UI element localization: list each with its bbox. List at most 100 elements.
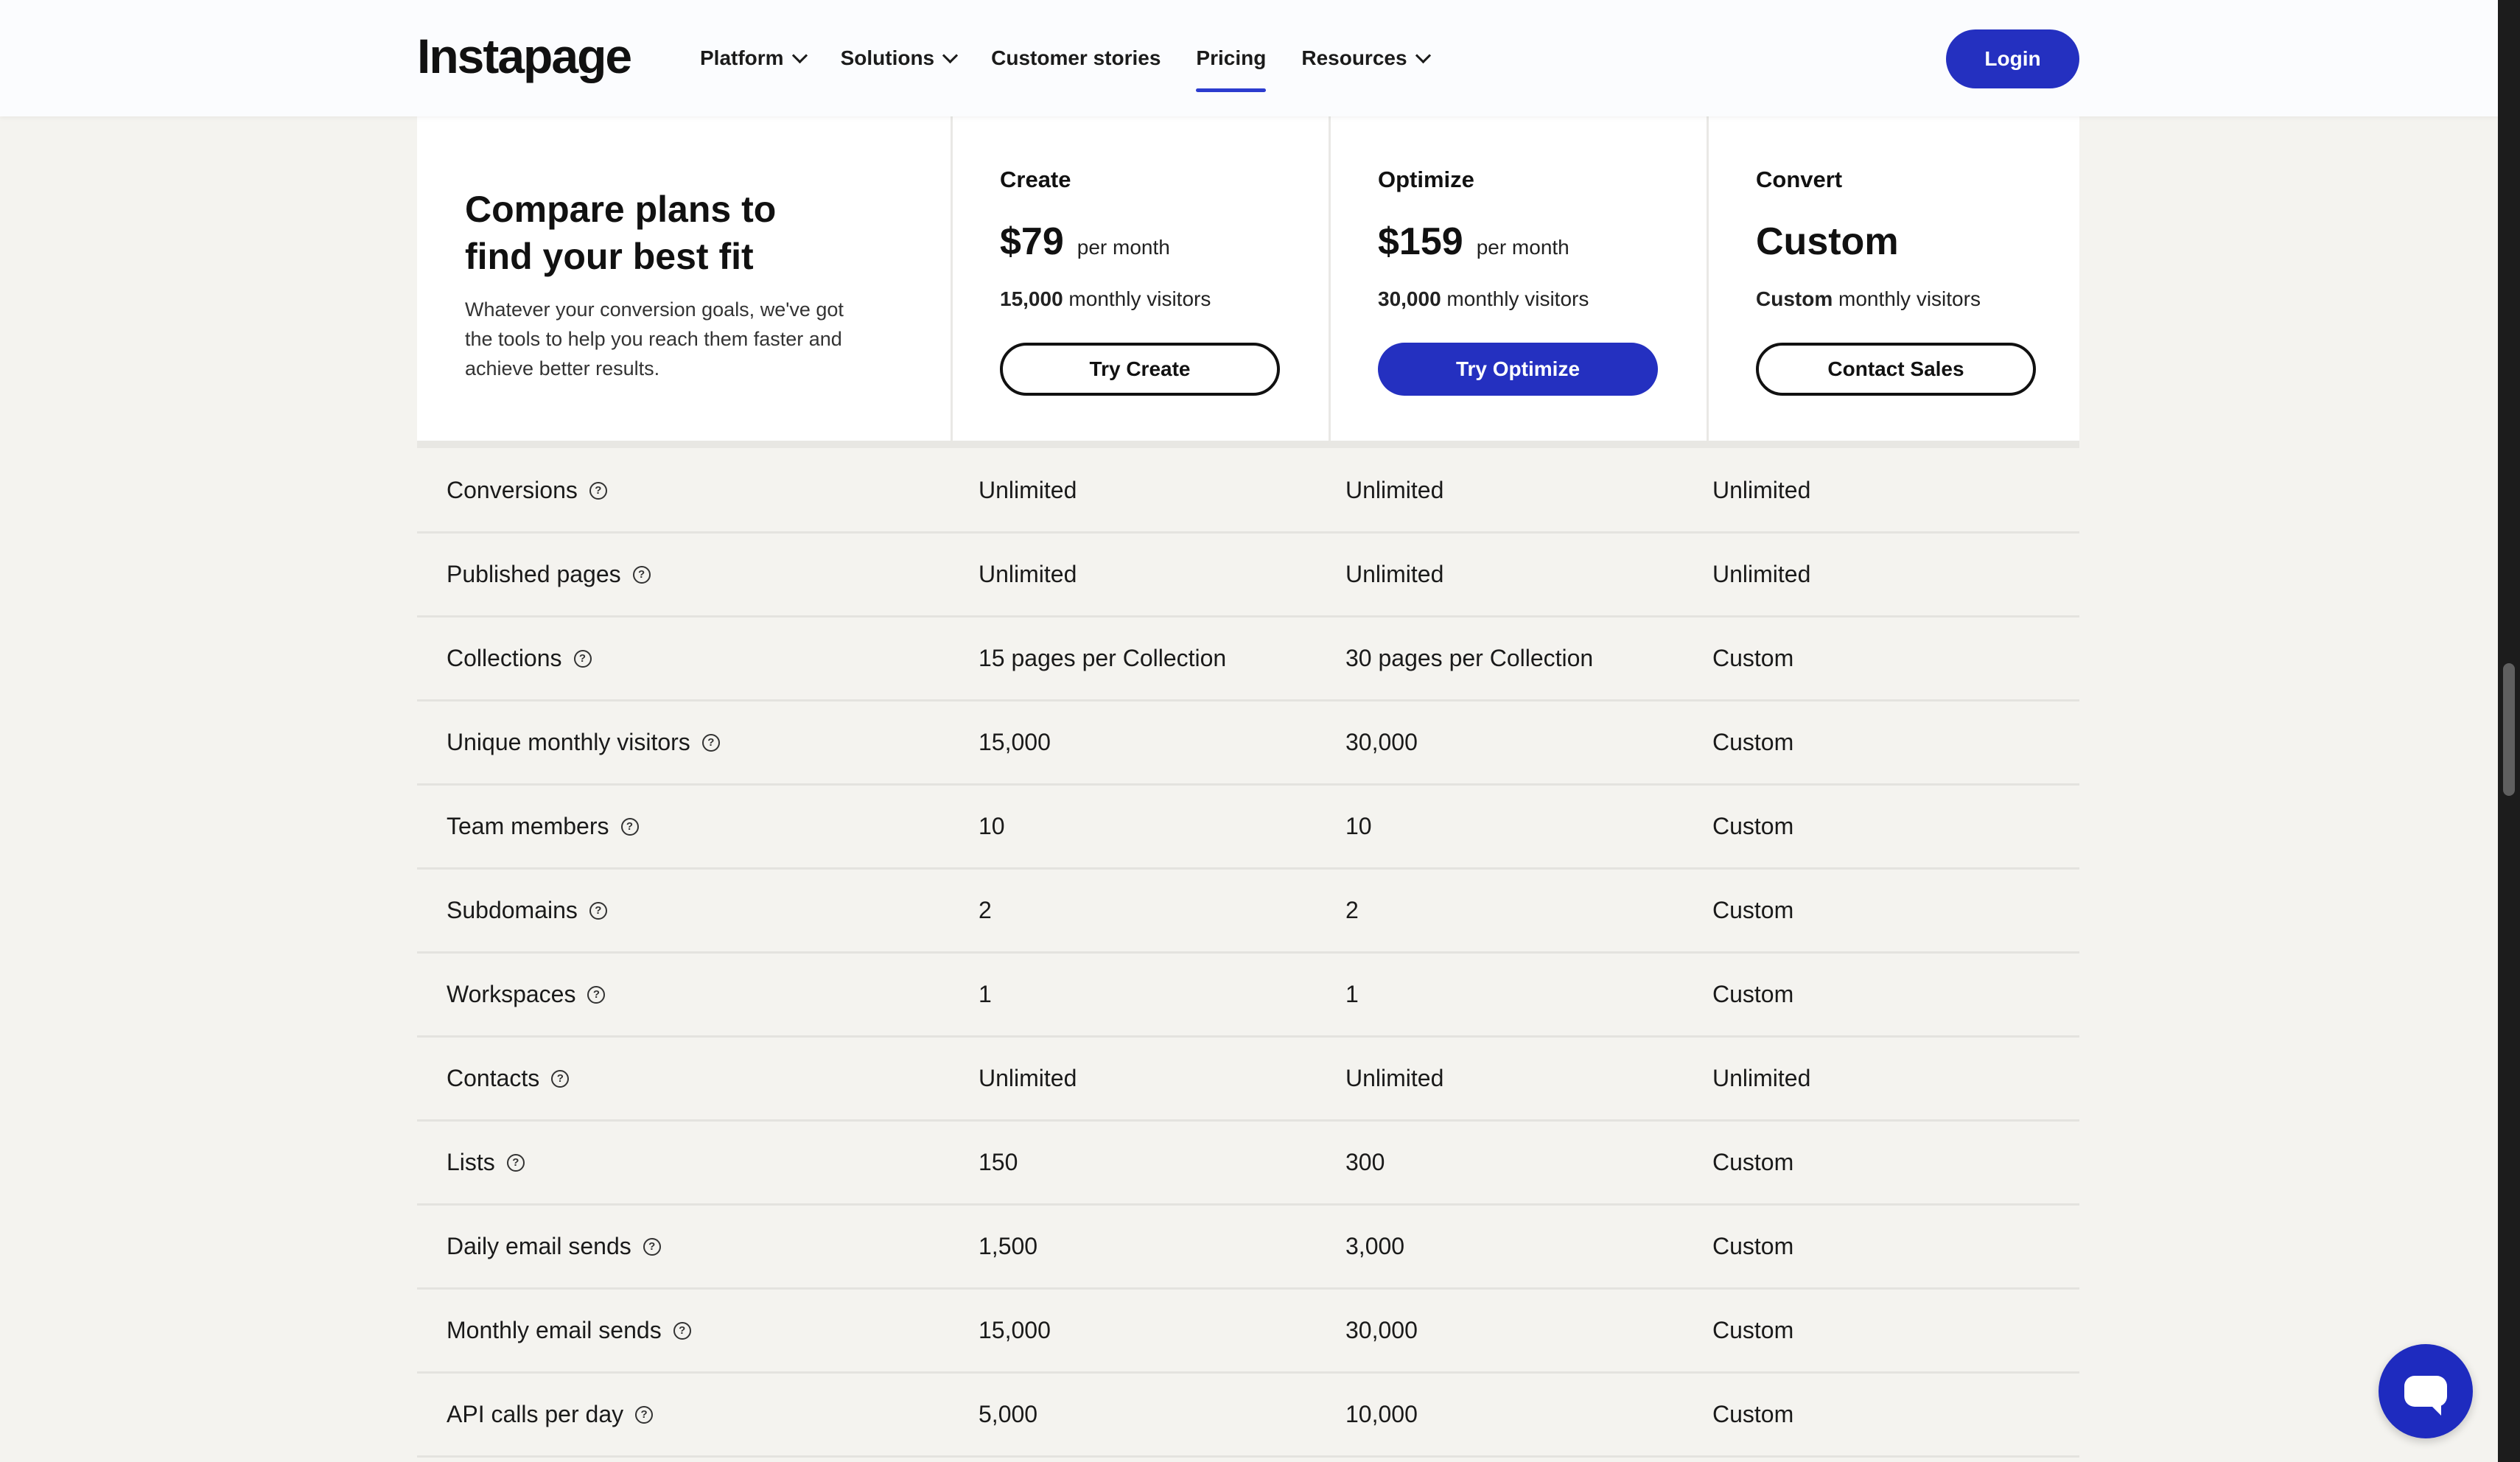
- table-row: Published pages? Unlimited Unlimited Unl…: [417, 534, 2079, 618]
- table-row: Lists? 150 300 Custom: [417, 1122, 2079, 1206]
- visitors-label: monthly visitors: [1838, 287, 1981, 310]
- plan-visitors: 30,000 monthly visitors: [1378, 287, 1589, 311]
- create-value: 15,000: [979, 1317, 1051, 1343]
- help-icon[interactable]: ?: [632, 565, 651, 584]
- convert-value: Custom: [1712, 1149, 1794, 1175]
- create-value: 5,000: [979, 1401, 1038, 1427]
- scrollbar[interactable]: [2498, 0, 2520, 1462]
- plan-price: $159 per month: [1378, 220, 1569, 264]
- try-create-button[interactable]: Try Create: [1000, 343, 1280, 396]
- nav-solutions[interactable]: Solutions: [841, 46, 959, 70]
- optimize-value: Unlimited: [1345, 477, 1444, 503]
- feature-name: Subdomains: [447, 897, 578, 923]
- plans-header-card: Compare plans to find your best fit What…: [417, 116, 2079, 448]
- feature-name: Monthly email sends: [447, 1317, 662, 1343]
- table-row: API calls per day? 5,000 10,000 Custom: [417, 1374, 2079, 1458]
- feature-name-cell: Conversions?: [447, 450, 607, 531]
- feature-name: Contacts: [447, 1065, 540, 1091]
- chevron-down-icon: [1415, 47, 1431, 63]
- feature-name-cell: Subdomains?: [447, 870, 607, 951]
- price-unit: per month: [1476, 236, 1569, 259]
- nav-resources-label: Resources: [1301, 46, 1407, 69]
- table-row: Contacts? Unlimited Unlimited Unlimited: [417, 1038, 2079, 1122]
- nav-platform-label: Platform: [700, 46, 784, 69]
- plan-convert: Convert Custom Custom monthly visitors C…: [1709, 116, 2085, 441]
- feature-name: Daily email sends: [447, 1233, 631, 1259]
- feature-name: Team members: [447, 813, 609, 839]
- optimize-value: 1: [1345, 981, 1359, 1007]
- plan-create: Create $79 per month 15,000 monthly visi…: [953, 116, 1331, 441]
- plan-name: Optimize: [1378, 167, 1474, 192]
- try-optimize-button[interactable]: Try Optimize: [1378, 343, 1658, 396]
- chat-launcher-button[interactable]: [2379, 1344, 2473, 1438]
- create-value: 1: [979, 981, 992, 1007]
- site-header: Instapage Platform Solutions Customer st…: [0, 0, 2498, 116]
- help-icon[interactable]: ?: [587, 985, 606, 1004]
- create-value: Unlimited: [979, 1065, 1077, 1091]
- help-icon[interactable]: ?: [620, 817, 639, 836]
- price-unit: per month: [1077, 236, 1170, 259]
- feature-name-cell: Workspaces?: [447, 954, 606, 1035]
- login-button[interactable]: Login: [1946, 29, 2079, 88]
- optimize-value: 300: [1345, 1149, 1385, 1175]
- feature-name: Collections: [447, 645, 562, 671]
- nav-customer-stories-label: Customer stories: [991, 46, 1161, 69]
- feature-name-cell: Collections?: [447, 618, 592, 699]
- feature-name-cell: Unique monthly visitors?: [447, 702, 720, 783]
- chevron-down-icon: [791, 47, 808, 63]
- convert-value: Unlimited: [1712, 477, 1811, 503]
- help-icon[interactable]: ?: [701, 733, 720, 752]
- plan-optimize: Optimize $159 per month 30,000 monthly v…: [1331, 116, 1709, 441]
- nav-platform[interactable]: Platform: [700, 46, 808, 70]
- convert-value: Unlimited: [1712, 561, 1811, 587]
- feature-name: Workspaces: [447, 981, 576, 1007]
- help-icon[interactable]: ?: [673, 1321, 691, 1340]
- optimize-value: 2: [1345, 897, 1359, 923]
- nav-customer-stories[interactable]: Customer stories: [991, 46, 1161, 70]
- help-icon[interactable]: ?: [551, 1069, 570, 1088]
- plan-visitors: 15,000 monthly visitors: [1000, 287, 1211, 311]
- plan-price: $79 per month: [1000, 220, 1170, 264]
- feature-name-cell: Team members?: [447, 786, 639, 867]
- feature-name: Published pages: [447, 561, 621, 587]
- instapage-logo[interactable]: Instapage: [417, 29, 632, 83]
- plans-intro: Compare plans to find your best fit What…: [417, 116, 953, 441]
- contact-sales-button[interactable]: Contact Sales: [1756, 343, 2036, 396]
- table-row: Subdomains? 2 2 Custom: [417, 870, 2079, 954]
- scrollbar-thumb[interactable]: [2503, 663, 2515, 796]
- price-value: Custom: [1756, 220, 1899, 263]
- table-row: Conversions? Unlimited Unlimited Unlimit…: [417, 450, 2079, 534]
- create-value: 15,000: [979, 729, 1051, 755]
- feature-name-cell: API calls per day?: [447, 1374, 654, 1455]
- page-title: Compare plans to find your best fit: [465, 189, 777, 277]
- create-value: 2: [979, 897, 992, 923]
- convert-value: Custom: [1712, 1233, 1794, 1259]
- visitors-label: monthly visitors: [1068, 287, 1211, 310]
- optimize-value: 10: [1345, 813, 1372, 839]
- help-icon[interactable]: ?: [635, 1405, 654, 1424]
- feature-name-cell: Published pages?: [447, 534, 651, 615]
- convert-value: Custom: [1712, 645, 1794, 671]
- price-value: $79: [1000, 220, 1064, 263]
- feature-name-cell: Contacts?: [447, 1038, 570, 1119]
- nav-pricing-label: Pricing: [1196, 46, 1267, 69]
- convert-value: Custom: [1712, 981, 1794, 1007]
- intro-description: Whatever your conversion goals, we've go…: [465, 298, 844, 380]
- create-value: Unlimited: [979, 477, 1077, 503]
- visitors-value: Custom: [1756, 287, 1833, 310]
- table-row: Workspaces? 1 1 Custom: [417, 954, 2079, 1038]
- table-row: Monthly email sends? 15,000 30,000 Custo…: [417, 1290, 2079, 1374]
- main-nav: Platform Solutions Customer stories Pric…: [700, 0, 1464, 116]
- convert-value: Custom: [1712, 1317, 1794, 1343]
- nav-resources[interactable]: Resources: [1301, 46, 1431, 70]
- help-icon[interactable]: ?: [506, 1153, 525, 1172]
- help-icon[interactable]: ?: [573, 649, 592, 668]
- help-icon[interactable]: ?: [589, 481, 607, 500]
- convert-value: Custom: [1712, 729, 1794, 755]
- help-icon[interactable]: ?: [643, 1237, 661, 1256]
- help-icon[interactable]: ?: [589, 901, 607, 920]
- optimize-value: 30,000: [1345, 1317, 1418, 1343]
- nav-pricing[interactable]: Pricing: [1196, 46, 1267, 92]
- create-value: 1,500: [979, 1233, 1038, 1259]
